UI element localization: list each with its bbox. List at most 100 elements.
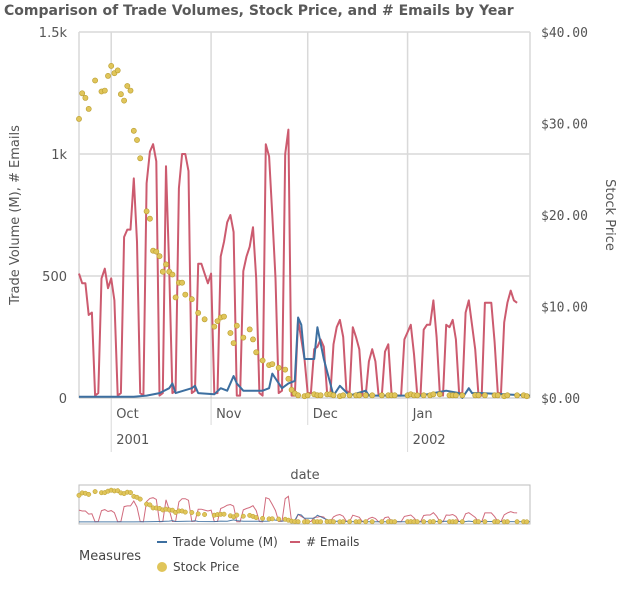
stock-price-point[interactable] bbox=[253, 349, 260, 356]
legend-label-emails: # Emails bbox=[306, 535, 359, 549]
preview-stock-price-point bbox=[437, 519, 443, 525]
preview-stock-price-point bbox=[182, 509, 188, 515]
stock-price-point[interactable] bbox=[459, 392, 466, 399]
stock-price-point[interactable] bbox=[121, 97, 127, 104]
x-tick-label: Dec bbox=[313, 407, 338, 422]
stock-price-point[interactable] bbox=[346, 392, 353, 399]
stock-price-point[interactable] bbox=[259, 357, 266, 364]
stock-price-point[interactable] bbox=[101, 87, 108, 94]
stock-price-point[interactable] bbox=[414, 392, 421, 399]
stock-price-point[interactable] bbox=[250, 336, 256, 343]
preview-stock-price-point bbox=[514, 519, 520, 525]
stock-price-point[interactable] bbox=[146, 215, 153, 222]
stock-price-point[interactable] bbox=[475, 392, 482, 399]
stock-price-point[interactable] bbox=[330, 392, 337, 399]
stock-price-point[interactable] bbox=[340, 392, 347, 399]
preview-stock-price-point bbox=[147, 502, 153, 508]
stock-price-point[interactable] bbox=[130, 127, 137, 134]
stock-price-point[interactable] bbox=[156, 253, 163, 260]
stock-price-point[interactable] bbox=[227, 330, 234, 336]
stock-price-point[interactable] bbox=[82, 95, 89, 101]
legend-item-stock-price[interactable]: Stock Price bbox=[157, 560, 239, 574]
stock-price-point[interactable] bbox=[304, 392, 311, 399]
series-line-emails[interactable] bbox=[78, 128, 518, 397]
preview-stock-price-point bbox=[504, 519, 510, 525]
stock-price-point[interactable] bbox=[504, 392, 511, 399]
legend-item-trade-volume[interactable]: Trade Volume (M) bbox=[157, 535, 278, 549]
legend-label-trade-volume: Trade Volume (M) bbox=[172, 535, 278, 549]
stock-price-point[interactable] bbox=[105, 73, 111, 79]
preview-stock-price-point bbox=[240, 513, 246, 519]
stock-price-point[interactable] bbox=[356, 392, 363, 399]
stock-price-point[interactable] bbox=[153, 248, 160, 255]
range-selector[interactable] bbox=[76, 484, 531, 525]
stock-price-point[interactable] bbox=[92, 77, 98, 84]
stock-price-point[interactable] bbox=[127, 87, 134, 94]
stock-price-point[interactable] bbox=[179, 279, 185, 286]
stock-price-point[interactable] bbox=[362, 392, 369, 399]
stock-price-point[interactable] bbox=[159, 268, 166, 275]
preview-stock-price-point bbox=[305, 519, 311, 525]
stock-price-point[interactable] bbox=[420, 392, 427, 399]
stock-price-point[interactable] bbox=[76, 116, 82, 122]
stock-price-point[interactable] bbox=[514, 392, 520, 399]
stock-price-point[interactable] bbox=[436, 391, 443, 398]
stock-price-point[interactable] bbox=[169, 271, 176, 278]
legend-title: Measures bbox=[79, 549, 141, 564]
stock-price-point[interactable] bbox=[269, 361, 276, 367]
stock-price-point[interactable] bbox=[118, 91, 124, 98]
stock-price-point[interactable] bbox=[211, 323, 218, 330]
preview-stock-price-point bbox=[414, 519, 420, 525]
stock-price-point[interactable] bbox=[108, 63, 115, 69]
stock-price-point[interactable] bbox=[137, 155, 144, 162]
stock-price-point[interactable] bbox=[79, 90, 86, 97]
stock-price-point[interactable] bbox=[233, 322, 240, 329]
y-left-tick-label: 0 bbox=[59, 392, 67, 407]
stock-price-point[interactable] bbox=[214, 318, 221, 324]
stock-price-point[interactable] bbox=[221, 313, 227, 320]
stock-price-point[interactable] bbox=[246, 326, 253, 333]
stock-price-point[interactable] bbox=[275, 364, 282, 371]
range-selector-frame[interactable] bbox=[78, 484, 531, 525]
stock-price-point[interactable] bbox=[188, 296, 195, 303]
stock-price-point[interactable] bbox=[124, 83, 131, 89]
stock-price-point[interactable] bbox=[114, 67, 121, 74]
stock-price-point[interactable] bbox=[523, 393, 530, 400]
stock-price-point[interactable] bbox=[282, 366, 289, 373]
preview-stock-price-point bbox=[453, 519, 459, 525]
x-tick-label: Nov bbox=[216, 407, 242, 422]
stock-price-point[interactable] bbox=[430, 391, 437, 398]
stock-price-point[interactable] bbox=[85, 106, 92, 112]
y-axis-right-label: Stock Price bbox=[602, 179, 617, 251]
stock-price-point[interactable] bbox=[230, 340, 237, 346]
y-right-tick-label: $40.00 bbox=[541, 26, 588, 41]
stock-price-point[interactable] bbox=[481, 392, 488, 399]
stock-price-point[interactable] bbox=[182, 291, 189, 298]
chart-title: Comparison of Trade Volumes, Stock Price… bbox=[4, 3, 514, 19]
stock-price-point[interactable] bbox=[201, 316, 208, 323]
stock-price-point[interactable] bbox=[172, 294, 179, 301]
stock-price-point[interactable] bbox=[285, 375, 292, 382]
stock-price-point[interactable] bbox=[494, 392, 501, 399]
preview-stock-price-point bbox=[340, 519, 346, 525]
stock-price-point[interactable] bbox=[391, 392, 398, 399]
stock-price-point[interactable] bbox=[240, 334, 247, 341]
stock-price-point[interactable] bbox=[317, 392, 324, 399]
stock-price-point[interactable] bbox=[295, 392, 301, 399]
range-selector-preview bbox=[76, 487, 531, 525]
stock-price-point[interactable] bbox=[452, 392, 459, 399]
y-axis-left-label: Trade Volume (M), # Emails bbox=[8, 125, 23, 306]
stock-price-point[interactable] bbox=[288, 386, 295, 393]
preview-stock-price-point bbox=[318, 519, 324, 525]
preview-stock-price-point bbox=[137, 496, 143, 502]
legend: Measures Trade Volume (M) # Emails Stock… bbox=[79, 535, 359, 574]
stock-price-point[interactable] bbox=[378, 392, 385, 399]
stock-price-point[interactable] bbox=[195, 309, 202, 316]
stock-price-point[interactable] bbox=[143, 208, 150, 215]
stock-price-point[interactable] bbox=[163, 261, 169, 268]
legend-item-emails[interactable]: # Emails bbox=[290, 535, 359, 549]
preview-stock-price-point bbox=[295, 519, 301, 525]
stock-price-point[interactable] bbox=[134, 137, 140, 143]
preview-stock-price-point bbox=[269, 516, 275, 522]
stock-price-point[interactable] bbox=[369, 392, 376, 399]
